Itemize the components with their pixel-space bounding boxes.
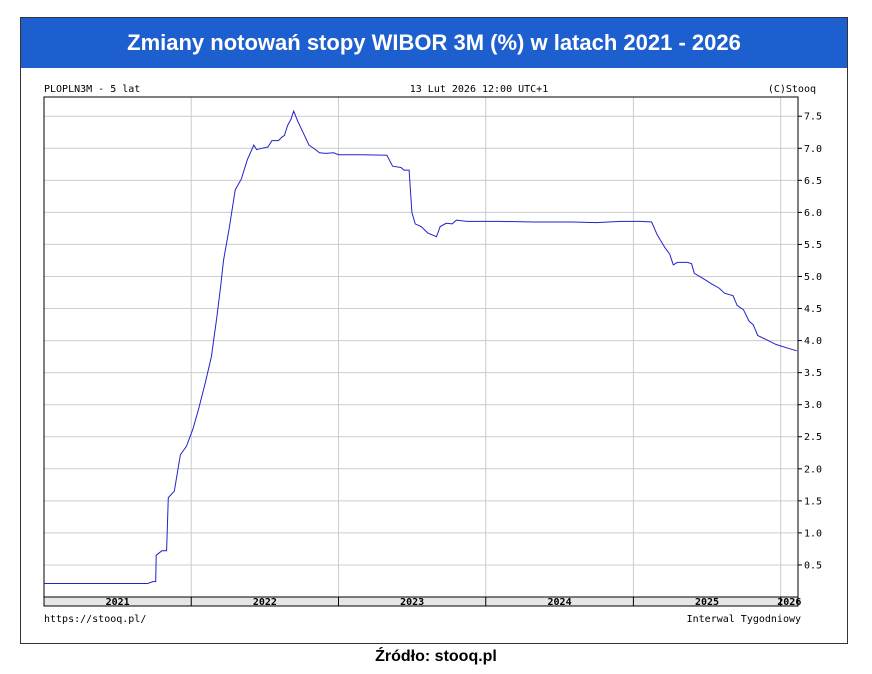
header-copyright-label: (C)Stooq — [768, 84, 816, 95]
y-axis: 0.5 1.0 1.5 2.0 2.5 3.0 3.5 4.0 4.5 5.0 5.5 6.0 6.5 7… — [798, 112, 822, 571]
x-tick-label: 2026 — [777, 597, 801, 608]
y-tick-label: 5.5 — [804, 240, 822, 251]
y-tick-label: 1.5 — [804, 496, 822, 507]
chart-title: Zmiany notowań stopy WIBOR 3M (%) w lata… — [21, 18, 847, 68]
y-tick-label: 3.5 — [804, 368, 822, 379]
time-axis-strip — [43, 596, 799, 607]
y-tick-label: 0.5 — [804, 560, 822, 571]
y-tick-label: 2.0 — [804, 464, 822, 475]
y-tick-label: 7.5 — [804, 112, 822, 123]
y-tick-label: 6.0 — [804, 208, 822, 219]
x-tick-label: 2025 — [695, 597, 719, 608]
y-tick-label: 5.0 — [804, 272, 822, 283]
y-tick-label: 4.5 — [804, 304, 822, 315]
grid — [44, 97, 798, 597]
y-tick-label: 4.0 — [804, 336, 822, 347]
y-tick-label: 1.0 — [804, 528, 822, 539]
footer-url-label: https://stooq.pl/ — [44, 614, 146, 625]
x-tick-label: 2022 — [253, 597, 277, 608]
x-tick-label: 2021 — [106, 597, 130, 608]
x-tick-label: 2024 — [548, 597, 572, 608]
wibor-chart: PLOPLN3M - 5 lat 13 Lut 2026 12:00 UTC+1… — [43, 84, 822, 625]
y-tick-label: 6.5 — [804, 176, 822, 187]
footer-interval-label: Interwal Tygodniowy — [687, 614, 801, 625]
plot-area — [43, 96, 799, 598]
source-caption: Źródło: stooq.pl — [375, 648, 497, 665]
y-tick-label: 7.0 — [804, 144, 822, 155]
x-axis: 2021 2022 2023 2024 2025 2026 — [106, 597, 801, 608]
header-date-label: 13 Lut 2026 12:00 UTC+1 — [410, 84, 548, 95]
chart-frame: Zmiany notowań stopy WIBOR 3M (%) w lata… — [20, 17, 848, 644]
header-left-label: PLOPLN3M - 5 lat — [44, 84, 140, 95]
y-tick-label: 2.5 — [804, 432, 822, 443]
y-tick-label: 3.0 — [804, 400, 822, 411]
series-layer — [44, 109, 797, 584]
series-line — [44, 109, 797, 584]
x-tick-label: 2023 — [400, 597, 424, 608]
